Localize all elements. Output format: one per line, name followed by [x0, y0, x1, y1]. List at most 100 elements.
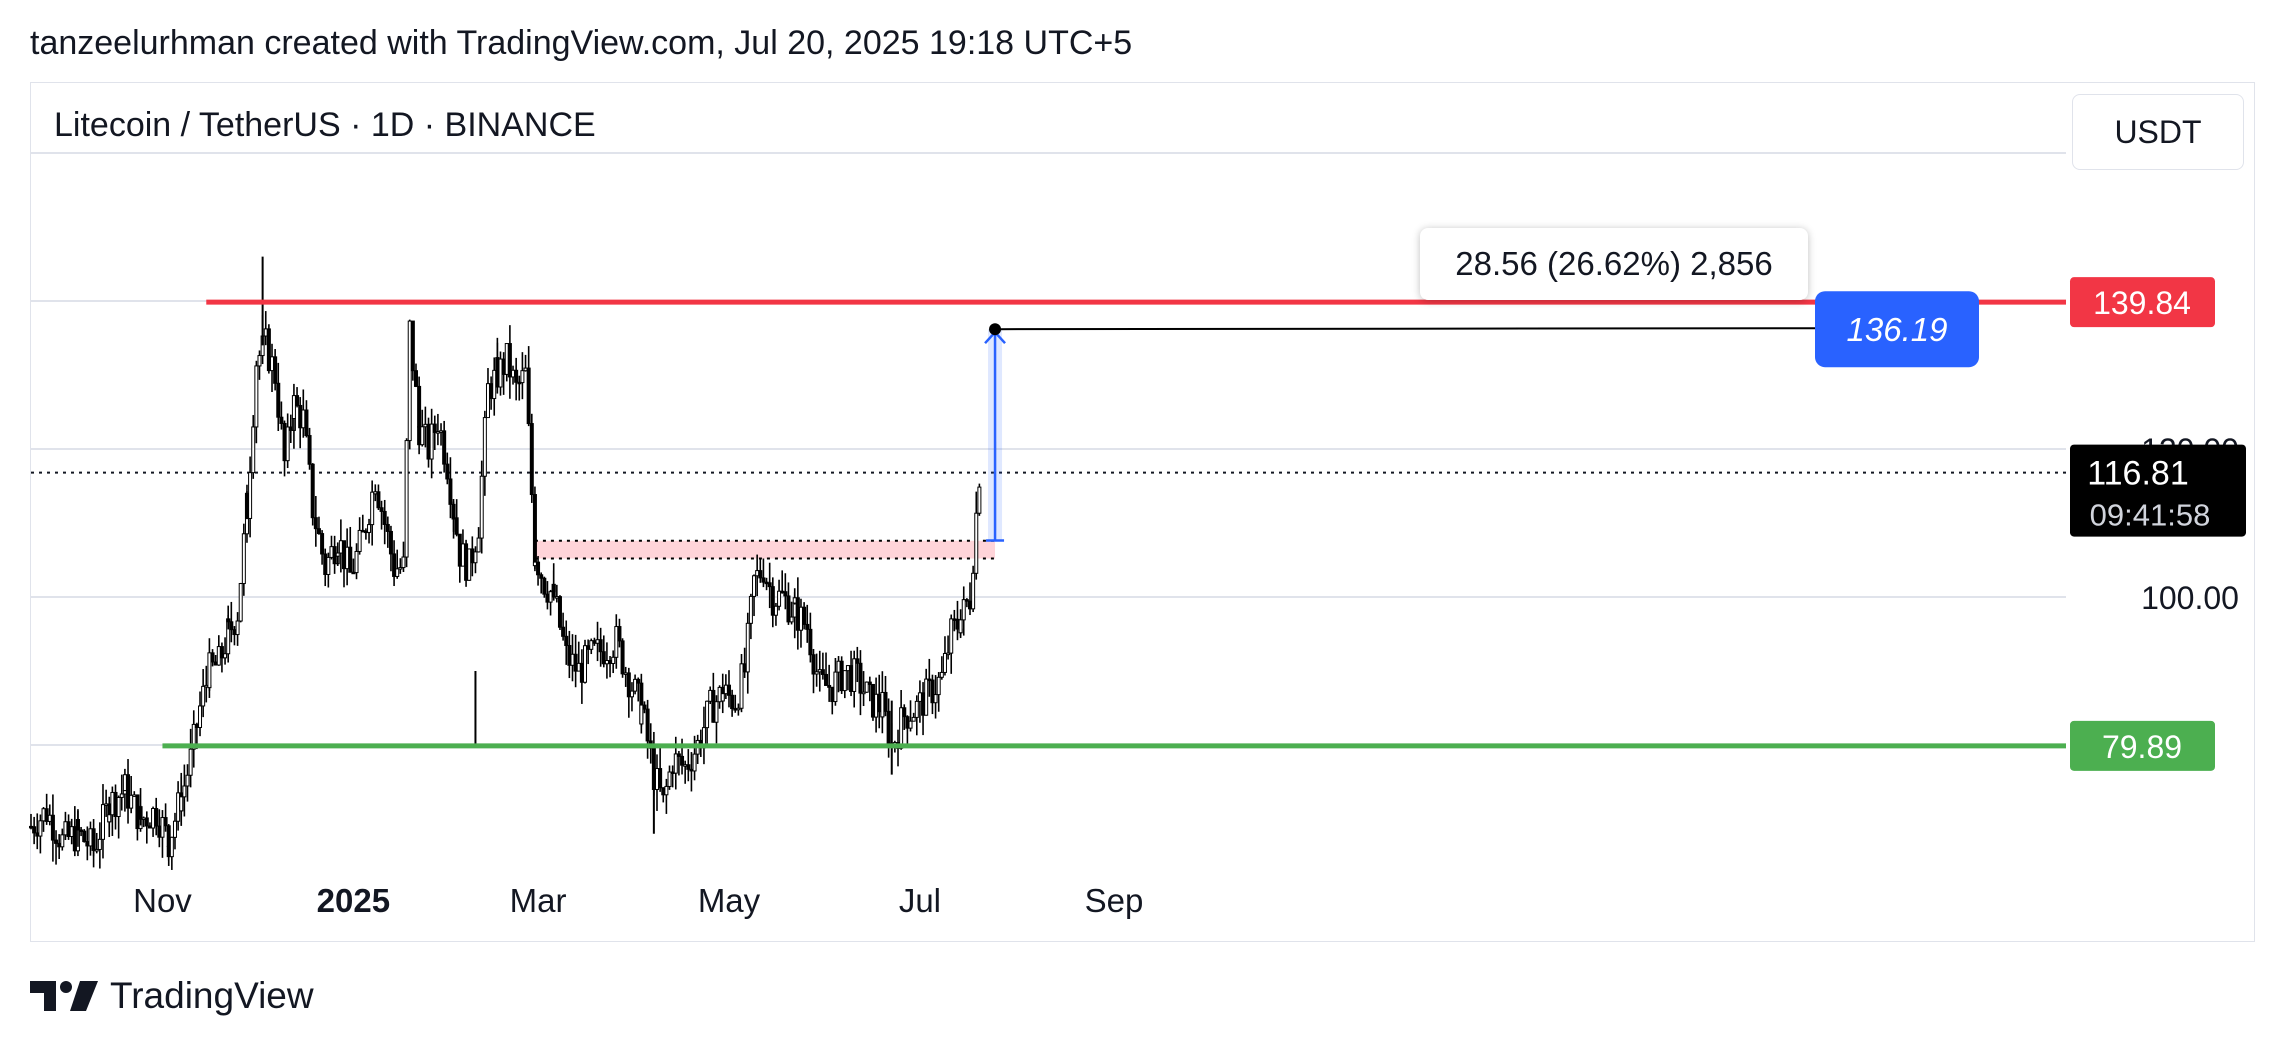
- candle: [282, 422, 287, 462]
- candle: [185, 774, 190, 787]
- candle: [373, 491, 378, 495]
- tradingview-logo[interactable]: TradingView: [30, 975, 314, 1017]
- candle: [517, 381, 522, 385]
- candle: [429, 423, 434, 460]
- candle: [642, 704, 647, 710]
- candle: [874, 693, 879, 718]
- candle: [310, 463, 315, 519]
- candle: [160, 817, 165, 838]
- candle: [141, 817, 146, 820]
- candle: [532, 561, 537, 567]
- candle: [219, 646, 224, 659]
- candle: [949, 618, 954, 654]
- candle: [97, 838, 102, 850]
- candle: [758, 570, 763, 579]
- candle: [858, 662, 863, 694]
- candle: [345, 546, 350, 570]
- candle: [492, 369, 497, 400]
- candle: [229, 621, 234, 631]
- candle: [464, 543, 469, 581]
- candle: [511, 369, 516, 378]
- candle: [188, 748, 193, 776]
- candle: [285, 426, 290, 462]
- candle: [745, 622, 750, 673]
- candle: [116, 796, 121, 818]
- candle: [342, 540, 346, 570]
- candle: [50, 814, 55, 841]
- candle: [401, 556, 406, 569]
- candle: [667, 771, 672, 787]
- candle: [204, 684, 209, 688]
- candle: [883, 691, 888, 712]
- candle: [354, 550, 359, 574]
- candle: [213, 661, 218, 666]
- resistance-price-label: 139.84: [2093, 285, 2191, 321]
- candle: [94, 848, 99, 852]
- candle: [113, 791, 118, 818]
- candle: [382, 510, 387, 525]
- candle: [216, 646, 221, 666]
- candle: [545, 593, 550, 603]
- candle: [501, 358, 506, 375]
- candle: [254, 365, 259, 428]
- candle: [75, 819, 80, 831]
- candle: [232, 629, 237, 636]
- candle: [370, 491, 375, 526]
- candle: [680, 755, 685, 766]
- candle: [388, 530, 393, 555]
- candle: [708, 689, 713, 702]
- candle: [151, 807, 156, 829]
- candle: [795, 597, 800, 631]
- candle: [122, 774, 127, 792]
- candle: [482, 417, 487, 477]
- candle: [611, 656, 616, 664]
- candle: [733, 708, 738, 711]
- candle: [899, 707, 904, 749]
- candle: [467, 548, 472, 581]
- candle: [179, 796, 184, 812]
- candle: [395, 568, 400, 577]
- candle: [645, 708, 650, 742]
- candle: [257, 355, 262, 367]
- tradingview-wordmark: TradingView: [110, 975, 314, 1016]
- candle: [44, 808, 49, 822]
- candle: [802, 606, 807, 625]
- candle: [489, 383, 494, 400]
- candle: [529, 423, 534, 496]
- last-price-badge: [2070, 444, 2246, 537]
- candle: [392, 553, 397, 577]
- candle: [864, 681, 869, 693]
- support-price-label: 79.89: [2102, 729, 2182, 765]
- candle: [507, 343, 512, 378]
- currency-button[interactable]: USDT: [2072, 94, 2244, 170]
- candle: [576, 662, 581, 672]
- candle: [723, 684, 728, 695]
- candle: [244, 492, 249, 519]
- candle: [689, 768, 694, 772]
- candle: [301, 409, 306, 429]
- candle: [348, 546, 353, 573]
- candle: [792, 602, 797, 618]
- candle: [720, 693, 725, 702]
- candle: [147, 825, 152, 829]
- target-label: 136.19: [1847, 311, 1948, 348]
- candle: [235, 620, 240, 636]
- candle: [764, 581, 769, 585]
- candle: [435, 431, 440, 434]
- candle: [172, 820, 177, 838]
- candle: [933, 694, 938, 704]
- candle: [849, 665, 854, 692]
- candle: [313, 517, 318, 530]
- candle: [579, 662, 584, 683]
- candle: [808, 628, 813, 656]
- y-tick-label: 100.00: [2141, 580, 2239, 616]
- candle: [316, 528, 321, 535]
- candle: [63, 821, 68, 836]
- candle: [748, 595, 753, 624]
- candle: [551, 583, 556, 598]
- candle: [730, 694, 735, 710]
- candle: [820, 669, 825, 675]
- candle: [739, 663, 744, 709]
- candle: [526, 367, 531, 425]
